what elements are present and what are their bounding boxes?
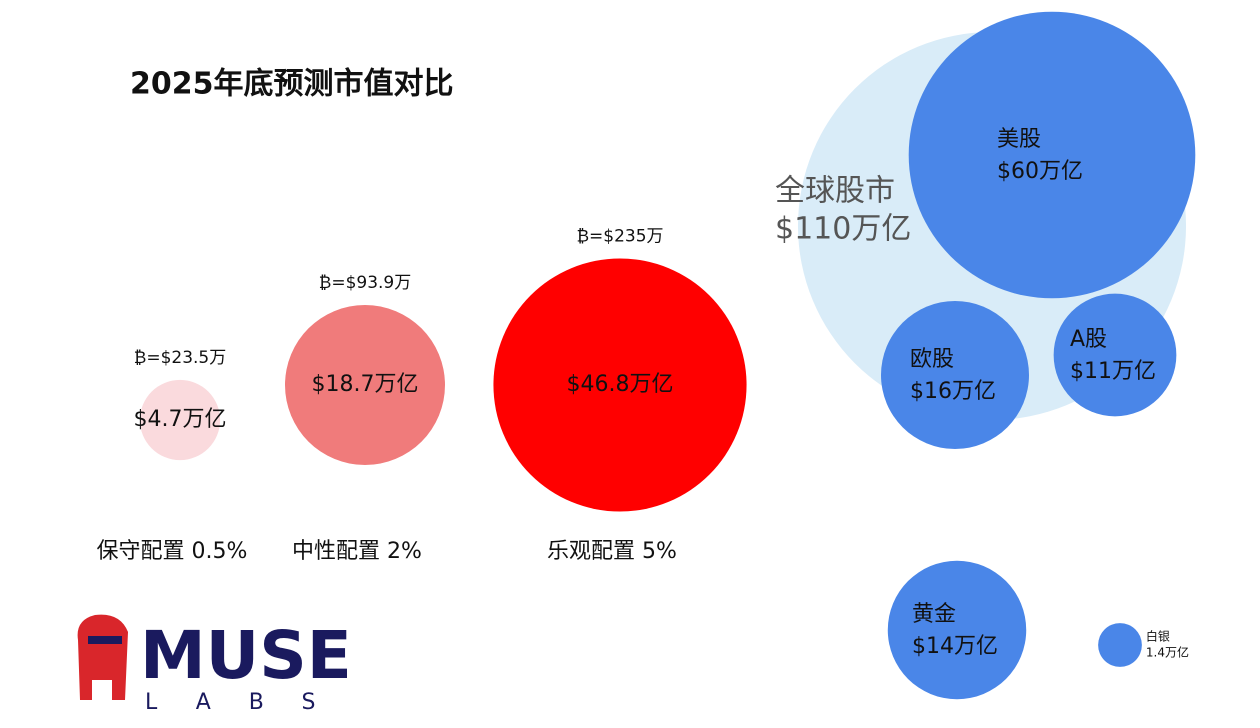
value-label: $18.7万亿 xyxy=(312,372,419,397)
bubble xyxy=(1098,623,1142,667)
scenario-label: 中性配置 2% xyxy=(292,539,422,564)
bubble xyxy=(139,379,221,461)
bubble xyxy=(908,11,1196,299)
category-label: 美股 xyxy=(997,127,1041,152)
bubble xyxy=(284,304,446,466)
chart-title: 2025年底预测市值对比 xyxy=(130,67,454,102)
logo-name: MUSE xyxy=(140,617,352,694)
bubble xyxy=(887,560,1027,700)
logo-sub: LABS xyxy=(145,690,353,715)
value-label: $110万亿 xyxy=(775,212,911,247)
value-label: $46.8万亿 xyxy=(567,372,674,397)
value-label: $14万亿 xyxy=(912,634,998,659)
category-label: 黄金 xyxy=(912,602,956,627)
category-label: 白银 xyxy=(1146,629,1170,644)
price-label: ₿=$93.9万 xyxy=(319,273,412,293)
logo-icon xyxy=(77,614,128,700)
value-label: $60万亿 xyxy=(997,159,1083,184)
bubble xyxy=(493,258,747,512)
logo: MUSE LABS xyxy=(77,614,353,715)
value-label: 1.4万亿 xyxy=(1146,645,1189,660)
value-label: $11万亿 xyxy=(1070,359,1156,384)
bubble xyxy=(1053,293,1177,417)
category-label: A股 xyxy=(1070,327,1107,352)
category-label: 全球股市 xyxy=(775,174,895,209)
category-label: 欧股 xyxy=(910,347,954,372)
bubble xyxy=(881,301,1029,449)
value-label: $4.7万亿 xyxy=(134,407,227,432)
logo-blindfold xyxy=(88,636,122,644)
value-label: $16万亿 xyxy=(910,379,996,404)
price-label: ₿=$235万 xyxy=(576,226,663,246)
scenario-label: 乐观配置 5% xyxy=(547,539,677,564)
scenario-label: 保守配置 0.5% xyxy=(97,539,248,564)
price-label: ₿=$23.5万 xyxy=(134,348,227,368)
